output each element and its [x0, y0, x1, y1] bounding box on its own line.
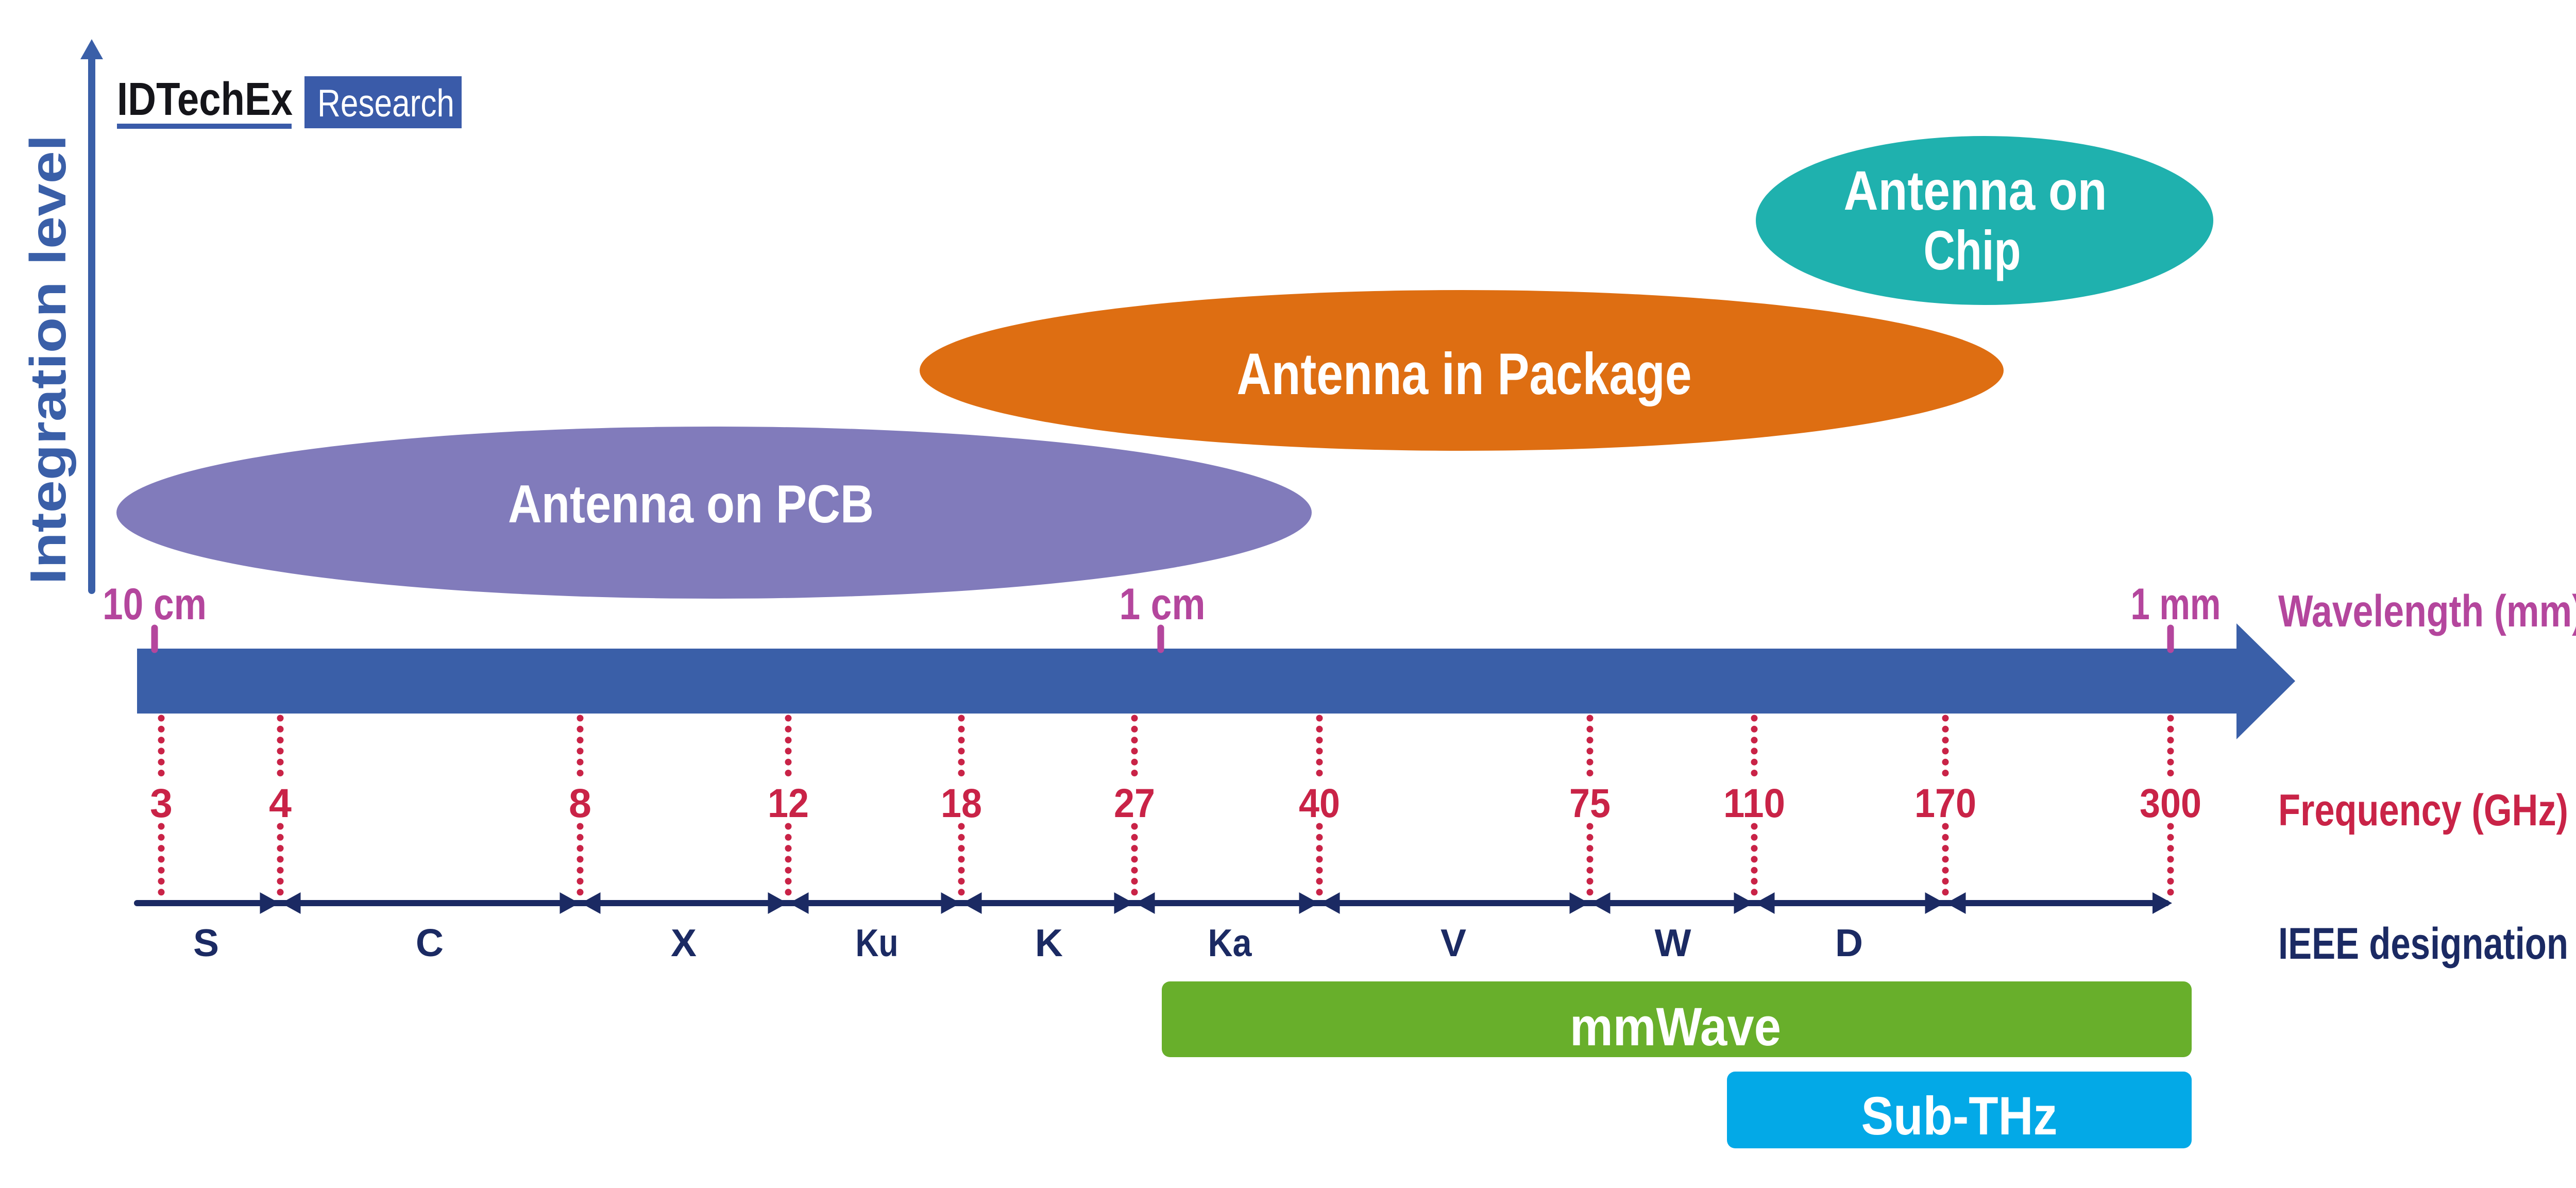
svg-text:4: 4: [269, 780, 292, 826]
svg-text:Chip: Chip: [1924, 219, 2021, 281]
svg-text:IDTechEx: IDTechEx: [117, 74, 293, 125]
svg-text:75: 75: [1569, 780, 1611, 826]
svg-text:27: 27: [1114, 780, 1155, 826]
svg-text:X: X: [671, 921, 697, 964]
svg-text:40: 40: [1299, 780, 1340, 826]
svg-text:C: C: [416, 921, 444, 964]
svg-text:Antenna in Package: Antenna in Package: [1237, 342, 1692, 407]
svg-text:1 cm: 1 cm: [1120, 580, 1206, 629]
svg-text:V: V: [1440, 921, 1466, 964]
svg-text:Sub-THz: Sub-THz: [1861, 1086, 2058, 1146]
svg-text:Ka: Ka: [1208, 921, 1252, 964]
svg-text:S: S: [193, 921, 219, 964]
svg-text:110: 110: [1723, 780, 1785, 826]
svg-text:12: 12: [768, 780, 809, 826]
svg-text:Integration level: Integration level: [20, 135, 76, 585]
svg-text:W: W: [1655, 921, 1691, 964]
svg-text:Frequency (GHz): Frequency (GHz): [2278, 786, 2568, 835]
svg-text:3: 3: [150, 780, 173, 826]
svg-text:K: K: [1035, 921, 1063, 964]
svg-text:Wavelength (mm): Wavelength (mm): [2278, 586, 2576, 636]
svg-text:Antenna on: Antenna on: [1844, 159, 2107, 222]
svg-text:IEEE designation: IEEE designation: [2278, 919, 2568, 969]
svg-text:Research: Research: [317, 81, 454, 125]
svg-text:D: D: [1835, 921, 1863, 964]
svg-text:1 mm: 1 mm: [2131, 580, 2221, 629]
svg-text:8: 8: [569, 780, 591, 826]
svg-text:10 cm: 10 cm: [103, 580, 207, 629]
svg-text:18: 18: [941, 780, 982, 826]
svg-text:Ku: Ku: [856, 921, 899, 964]
svg-text:170: 170: [1914, 780, 1976, 826]
svg-text:Antenna on PCB: Antenna on PCB: [508, 474, 874, 534]
svg-text:mmWave: mmWave: [1570, 997, 1781, 1057]
svg-text:300: 300: [2140, 780, 2201, 826]
